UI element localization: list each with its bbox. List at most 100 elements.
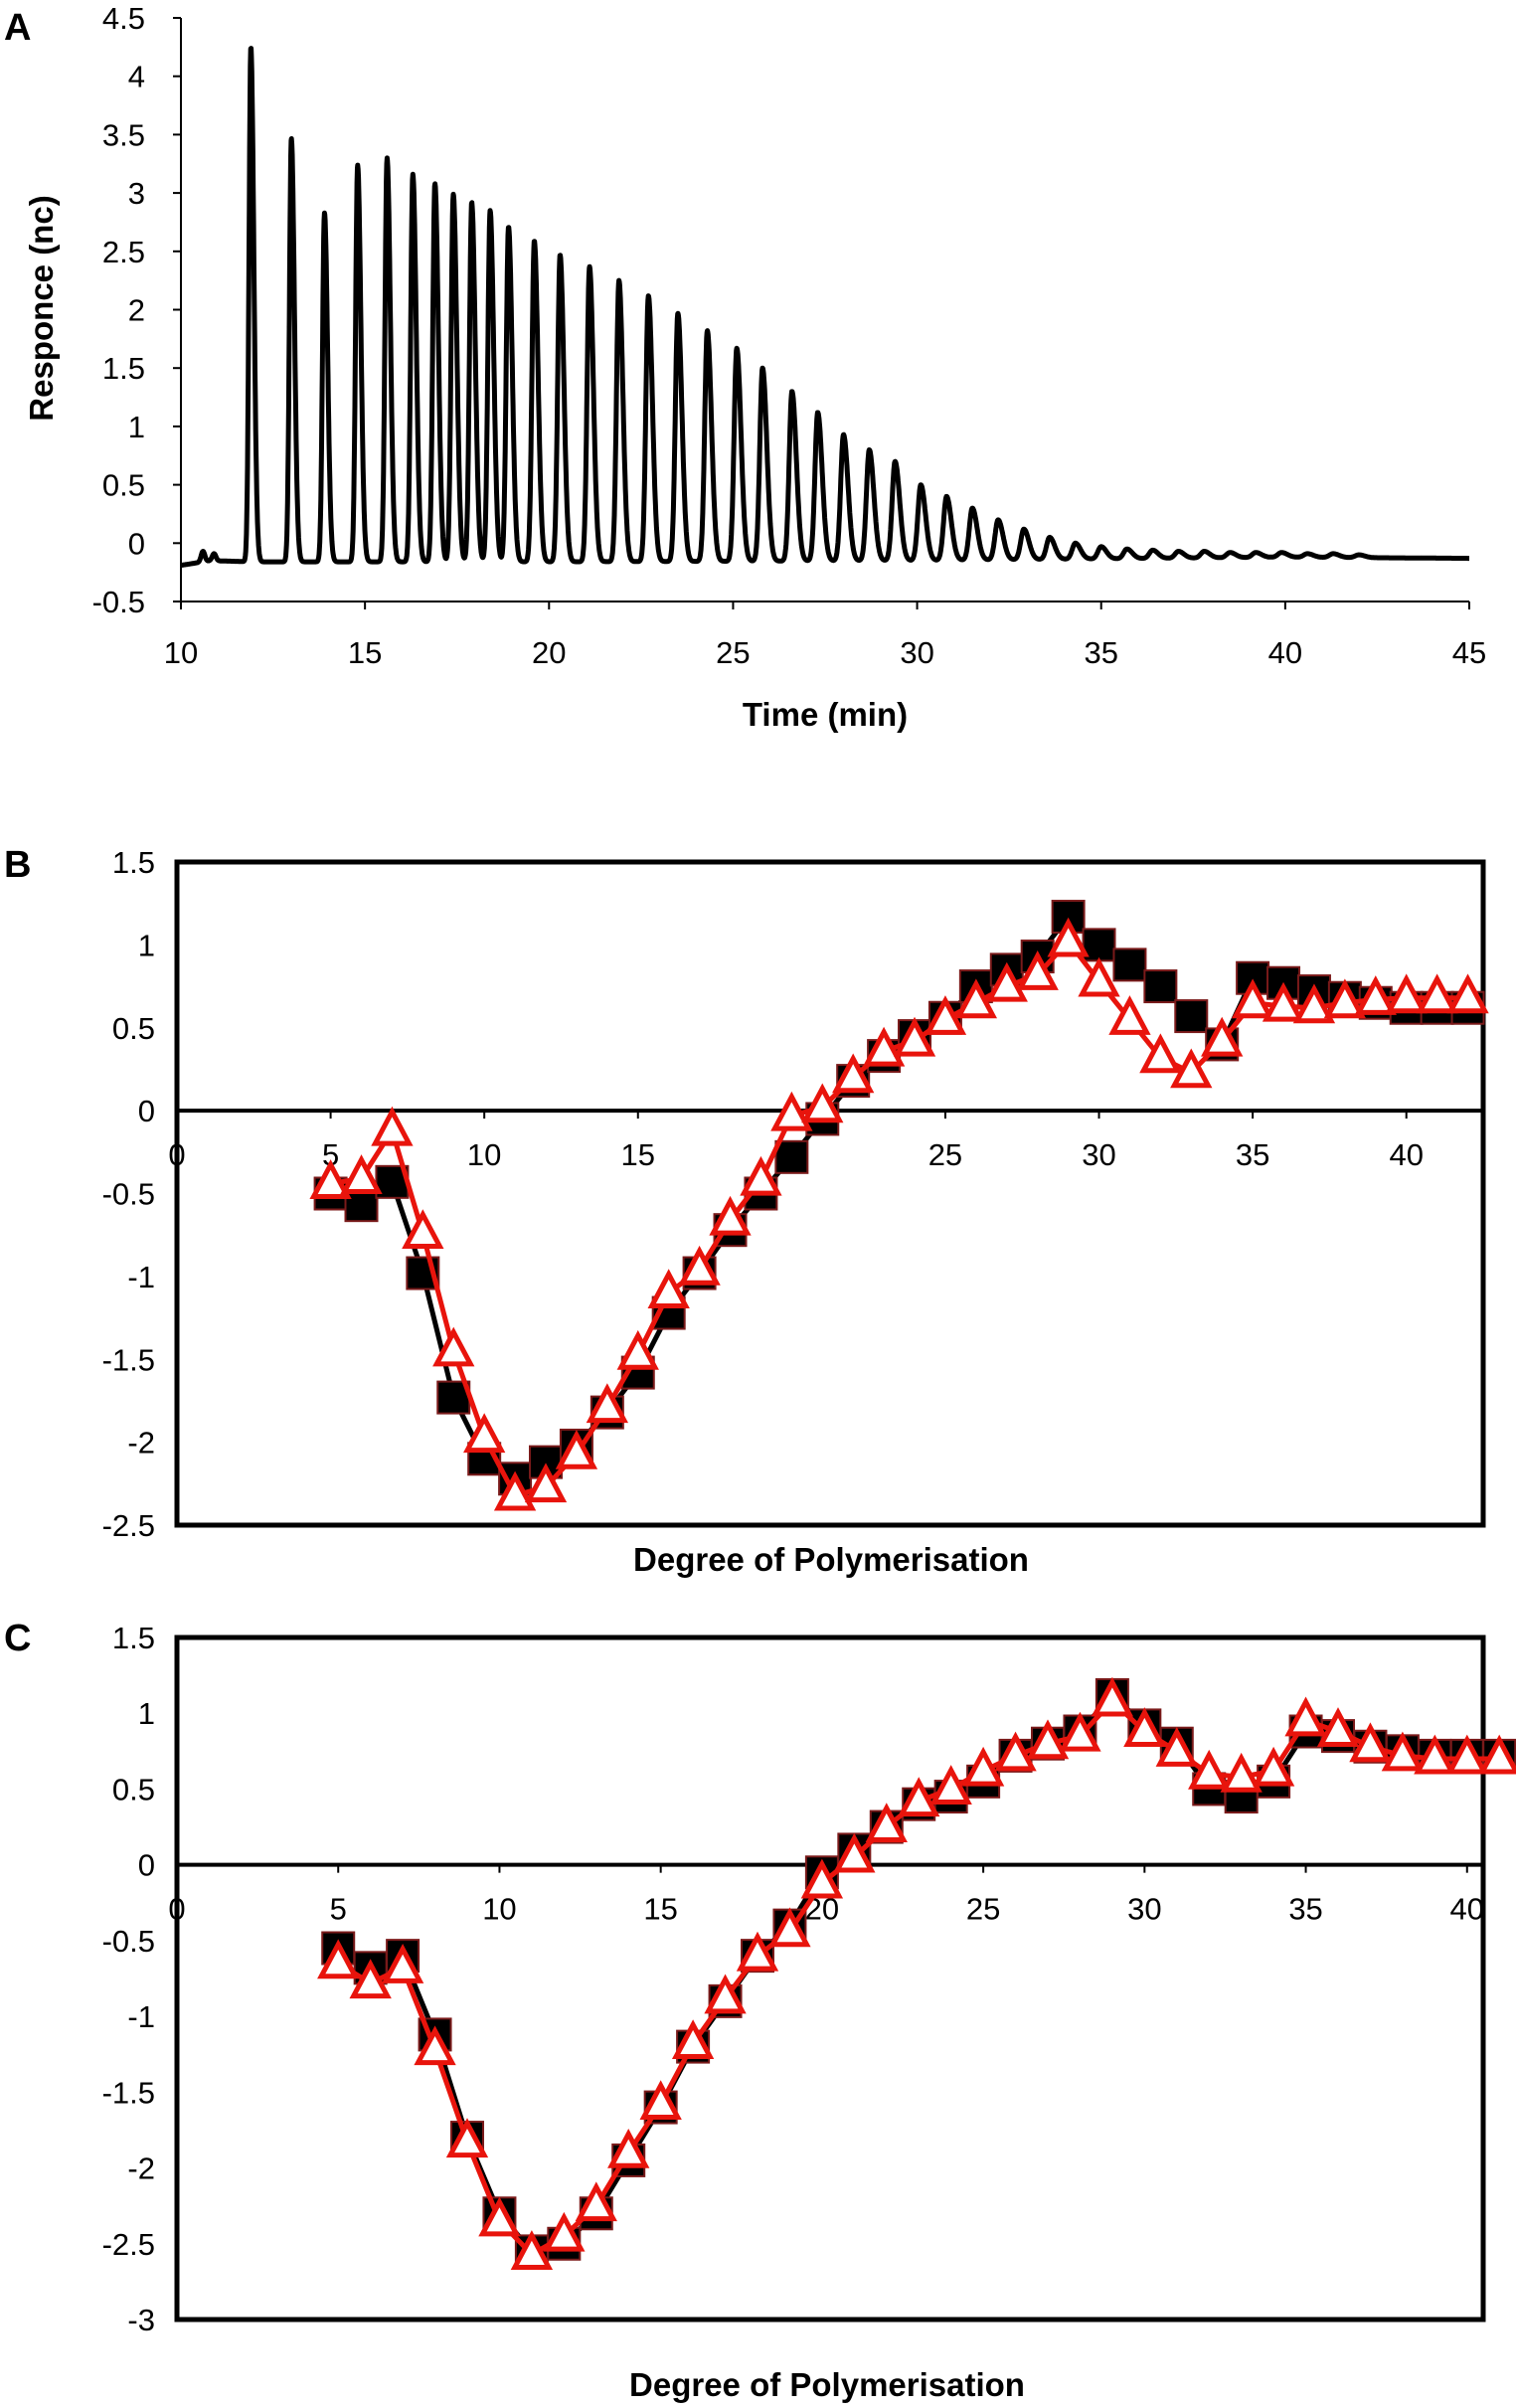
panel-b-y-tick-label: -2.5	[102, 1508, 155, 1543]
panel-b-y-tick-label: 0	[138, 1094, 155, 1128]
panel-b-triangle-marker	[463, 1413, 506, 1454]
panel-c-y-tick-label: -2	[127, 2151, 155, 2186]
panel-b-triangle-marker	[740, 1155, 782, 1196]
panel-b-triangle-marker	[1323, 978, 1367, 1019]
panel-c-letter: C	[4, 1618, 31, 1659]
panel-a-y-tick-label: 4	[128, 60, 145, 94]
panel-c-xlabel: Degree of Polymerisation	[629, 2366, 1025, 2403]
panel-c-triangle-marker	[736, 1931, 779, 1972]
panel-c: C -3-2.5-2-1.5-1-0.500.511.5 0 5 10 15 20 25 3…	[4, 1618, 1516, 2403]
panel-b-triangle-marker	[586, 1383, 629, 1424]
panel-a-x-tick-labels: 10 15 20 25 30 35 40 45	[164, 635, 1486, 670]
panel-c-triangle-marker	[768, 1907, 811, 1948]
panel-c-triangle-marker	[1188, 1749, 1231, 1790]
panel-b-y-tick-label: 1	[138, 928, 155, 962]
panel-c-triangle-marker	[1284, 1696, 1327, 1737]
panel-b-series	[309, 900, 1489, 1511]
panel-a-y-tick-label: 1	[128, 410, 145, 444]
panel-a-y-tick-label: 1.5	[102, 351, 145, 386]
panel-c-triangle-marker	[1478, 1734, 1516, 1775]
panel-c-triangle-marker	[865, 1803, 908, 1843]
panel-c-triangle-marker	[445, 2118, 489, 2158]
panel-b-triangle-marker	[1016, 950, 1059, 990]
panel-c-triangle-marker	[1155, 1727, 1198, 1767]
panel-c-x-tick-label: 40	[1450, 1892, 1484, 1927]
panel-b-triangle-marker	[954, 978, 998, 1019]
panel-b-triangle-marker	[924, 995, 967, 1035]
panel-b-triangle-marker	[1078, 956, 1120, 997]
panel-a-xlabel: Time (min)	[743, 696, 908, 733]
panel-b-triangle-marker	[709, 1195, 752, 1236]
panel-a-y-tick-label: 4.5	[102, 1, 145, 36]
panel-a-y-tick-label: 3	[128, 176, 145, 211]
panel-c-y-tick-label: -2.5	[102, 2227, 155, 2262]
panel-b-plot-frame	[174, 859, 1486, 1528]
panel-b-x-tick-label: 35	[1236, 1137, 1269, 1172]
panel-b-triangle-marker	[1108, 995, 1151, 1035]
panel-b-triangle-marker	[432, 1326, 475, 1367]
panel-b: B -2.5-2-1.5-1-0.500.511.5 0510152025303…	[4, 844, 1489, 1578]
panel-c-triangle-marker	[1091, 1676, 1134, 1717]
panel-a-y-tick-label: -0.5	[92, 585, 145, 619]
panel-c-triangle-marker	[1414, 1734, 1456, 1775]
panel-c-y-tick-label: -1	[127, 1999, 155, 2034]
panel-c-series-squares	[321, 1677, 1516, 2269]
panel-b-triangle-marker	[1416, 973, 1458, 1014]
panel-c-y-tick-label: -3	[127, 2303, 155, 2337]
panel-a: A -0.5 0 0.5 1 1.5 2 2.5 3 3.5 4 4.5 10 15 20 25 30 35 4…	[4, 1, 1486, 733]
panel-c-y-tick-labels: -3 -2.5 -2 -1.5 -1 -0.5 0 0.5 1 1.5	[102, 1621, 155, 2337]
panel-c-x-tick-label: 10	[482, 1892, 516, 1927]
panel-a-ticks	[173, 17, 1470, 609]
chromatogram-trace	[178, 46, 1472, 569]
panel-b-triangle-marker	[1354, 975, 1397, 1015]
panel-b-triangle-marker	[862, 1026, 906, 1067]
panel-c-triangle-marker	[704, 1974, 747, 2014]
panel-b-triangle-marker	[1231, 978, 1274, 1019]
panel-c-triangle-marker	[1349, 1722, 1392, 1763]
panel-b-triangle-marker	[770, 1091, 813, 1131]
panel-a-x-tick-label: 35	[1084, 635, 1117, 670]
panel-c-triangle-marker	[414, 2025, 456, 2066]
panel-a-x-tick-label: 15	[348, 635, 382, 670]
panel-c-triangle-marker	[639, 2080, 682, 2121]
panel-b-x-tick-label: 5	[322, 1137, 339, 1172]
panel-c-triangle-marker	[510, 2230, 554, 2270]
panel-a-letter: A	[4, 7, 31, 49]
panel-c-triangle-marker	[1059, 1711, 1101, 1752]
panel-c-triangle-marker	[929, 1765, 972, 1805]
panel-c-triangle-marker	[1316, 1707, 1360, 1748]
panel-a-x-tick-label: 40	[1268, 635, 1302, 670]
panel-c-y-tick-label: 1	[138, 1696, 155, 1731]
panel-a-x-tick-label: 25	[716, 635, 750, 670]
panel-a-x-tick-label: 20	[532, 635, 566, 670]
panel-c-x-tick-label: 15	[643, 1892, 677, 1927]
panel-b-triangle-marker	[616, 1329, 659, 1370]
panel-b-triangle-marker	[493, 1470, 537, 1511]
panel-b-y-tick-label: 1.5	[112, 845, 155, 880]
panel-b-squares-line	[329, 914, 1468, 1481]
panel-c-triangle-marker	[349, 1959, 392, 1999]
panel-b-triangle-marker	[1047, 917, 1090, 957]
panel-b-square-marker	[1174, 999, 1209, 1034]
panel-b-triangle-marker	[309, 1159, 352, 1199]
panel-b-square-marker	[1112, 947, 1147, 982]
panel-a-y-tick-label: 3.5	[102, 117, 145, 152]
panel-b-triangle-marker	[832, 1053, 875, 1094]
panel-c-triangle-marker	[800, 1858, 844, 1899]
panel-b-triangle-marker	[1446, 973, 1489, 1014]
panel-b-square-marker	[1143, 969, 1178, 1004]
panel-b-y-tick-labels: -2.5 -2 -1.5 -1 -0.5 0 0.5 1 1.5	[102, 845, 155, 1543]
panel-b-y-tick-label: -2	[127, 1426, 155, 1461]
panel-c-y-tick-label: 1.5	[112, 1621, 155, 1655]
panel-a-x-tick-label: 30	[900, 635, 933, 670]
panel-b-x-tick-label: 40	[1389, 1137, 1423, 1172]
panel-a-x-tick-label: 45	[1452, 635, 1486, 670]
panel-a-y-tick-label: 2	[128, 293, 145, 328]
panel-b-y-tick-label: 0.5	[112, 1011, 155, 1046]
panel-b-triangle-marker	[1139, 1033, 1182, 1074]
panel-c-triangle-marker	[833, 1832, 876, 1873]
panel-c-triangle-marker	[317, 1939, 360, 1979]
panel-b-triangle-marker	[1170, 1048, 1213, 1089]
panel-c-triangle-marker	[1123, 1707, 1166, 1748]
